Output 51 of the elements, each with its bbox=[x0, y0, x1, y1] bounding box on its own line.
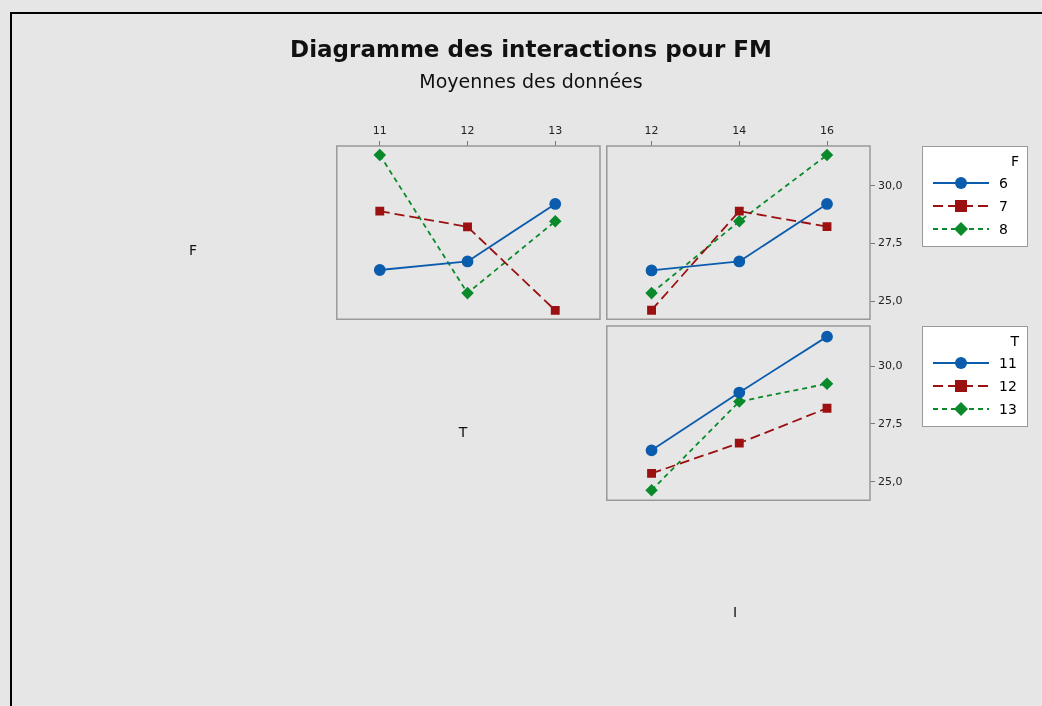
x-tick-label: 12 bbox=[460, 124, 475, 138]
point bbox=[549, 215, 562, 228]
point bbox=[821, 377, 833, 390]
legend-label: 7 bbox=[999, 197, 1008, 214]
point bbox=[821, 330, 833, 343]
point bbox=[645, 444, 658, 457]
point bbox=[461, 255, 474, 268]
point bbox=[550, 305, 560, 315]
x-tick-label: 12 bbox=[644, 124, 659, 138]
x-tick-label: 11 bbox=[372, 124, 387, 138]
y-tick-label: 27,5 bbox=[878, 416, 903, 430]
y-tick-label: 30,0 bbox=[878, 359, 903, 373]
point bbox=[645, 287, 658, 300]
point bbox=[734, 206, 744, 216]
point bbox=[549, 198, 562, 210]
legend-title: T bbox=[1009, 333, 1019, 349]
y-tick-label: 25,0 bbox=[878, 474, 903, 488]
y-tick-label: 25,0 bbox=[878, 294, 903, 308]
legend-label: 8 bbox=[999, 220, 1008, 237]
y-tick-label: 27,5 bbox=[878, 236, 903, 250]
x-axis-title: I bbox=[732, 604, 738, 620]
x-axis-title: T bbox=[458, 424, 468, 440]
point bbox=[733, 215, 746, 228]
y-axis-title: F bbox=[188, 242, 198, 258]
point bbox=[375, 206, 385, 216]
legend-label: 12 bbox=[999, 377, 1017, 394]
y-tick-label: 30,0 bbox=[878, 178, 903, 192]
legend-title: F bbox=[1009, 153, 1019, 169]
point bbox=[373, 264, 386, 276]
point bbox=[733, 255, 746, 268]
point bbox=[822, 222, 832, 232]
x-tick-label: 13 bbox=[548, 124, 563, 138]
legend-label: 11 bbox=[999, 354, 1017, 371]
legend-label: 6 bbox=[999, 174, 1008, 191]
point bbox=[733, 386, 746, 399]
chart-subtitle: Moyennes des données bbox=[419, 70, 643, 92]
point bbox=[463, 222, 472, 232]
point bbox=[645, 484, 658, 497]
chart-title: Diagramme des interactions pour FM bbox=[290, 36, 772, 62]
point bbox=[734, 438, 744, 448]
legend-label: 13 bbox=[999, 400, 1017, 417]
point bbox=[645, 264, 658, 277]
point bbox=[647, 468, 656, 478]
x-tick-label: 16 bbox=[820, 124, 835, 138]
point bbox=[821, 149, 833, 161]
point bbox=[461, 287, 474, 300]
point bbox=[822, 403, 832, 413]
point bbox=[821, 198, 833, 210]
point bbox=[647, 305, 656, 315]
x-tick-label: 14 bbox=[732, 124, 747, 138]
point bbox=[373, 149, 386, 161]
